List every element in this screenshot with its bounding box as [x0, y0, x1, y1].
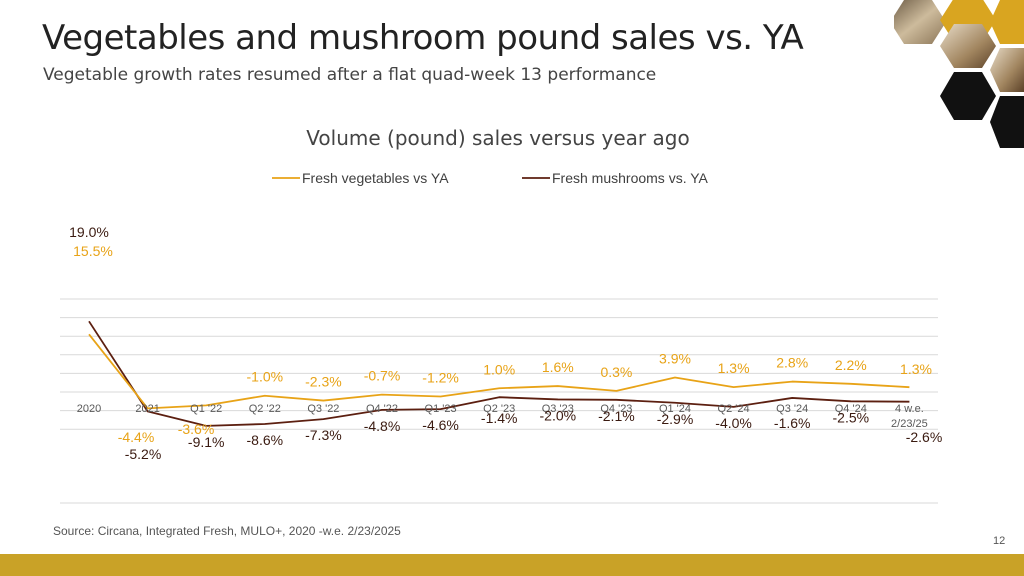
x-tick-label: Q3 '22	[307, 403, 339, 415]
series-line-mushrooms	[88, 320, 910, 427]
x-tick-label: 2021	[135, 403, 159, 415]
hex-tile-photo	[940, 24, 996, 68]
page-number: 12	[993, 535, 1006, 547]
data-label-vegetables: -1.2%	[422, 369, 459, 385]
data-label-vegetables: -3.6%	[178, 421, 215, 437]
hexagon-photo-decoration	[894, 0, 1024, 148]
series-line-vegetables	[88, 333, 910, 410]
x-tick-label: 2/23/25	[891, 418, 928, 430]
legend-label: Fresh vegetables vs YA	[302, 170, 449, 186]
chart-legend: Fresh vegetables vs YA Fresh mushrooms vs…	[272, 170, 709, 186]
data-label-vegetables: 1.6%	[542, 359, 574, 375]
x-tick-label: Q4 '22	[366, 403, 398, 415]
x-tick-label: Q2 '23	[483, 403, 515, 415]
data-label-mushrooms: 19.0%	[69, 224, 109, 240]
gridlines	[60, 298, 938, 504]
data-label-vegetables: -2.3%	[305, 374, 342, 390]
data-label-mushrooms: -1.6%	[774, 415, 811, 431]
series-lines	[88, 320, 910, 427]
data-label-mushrooms: -2.6%	[906, 429, 943, 445]
x-tick-label: Q2 '22	[249, 403, 281, 415]
x-tick-label: Q4 '23	[600, 403, 632, 415]
data-label-mushrooms: -2.5%	[833, 409, 870, 425]
data-label-vegetables: 1.3%	[900, 361, 932, 377]
data-label-vegetables: 2.8%	[776, 355, 808, 371]
x-tick-label: Q2 '24	[718, 403, 750, 415]
hex-tile-photo	[894, 0, 946, 44]
data-label-mushrooms: -2.9%	[657, 411, 694, 427]
data-label-vegetables: -0.7%	[364, 368, 401, 384]
data-label-mushrooms: -7.3%	[305, 427, 342, 443]
hex-tile-gold	[990, 0, 1024, 44]
data-label-mushrooms: -1.4%	[481, 410, 518, 426]
data-label-vegetables: 15.5%	[73, 243, 113, 259]
data-label-vegetables: 3.9%	[659, 350, 691, 366]
page-title: Vegetables and mushroom pound sales vs. …	[42, 18, 804, 58]
x-tick-label: Q1 '23	[425, 403, 457, 415]
x-tick-label: 2020	[77, 403, 101, 415]
hex-tile-photo	[990, 48, 1024, 92]
x-tick-label: 4 w.e.	[895, 403, 924, 415]
data-labels: 15.5% -4.4% -3.6% -1.0% -2.3% -0.7% -1.2% 1.0% 1…	[69, 224, 942, 462]
data-label-vegetables: 0.3%	[600, 364, 632, 380]
legend-label: Fresh mushrooms vs. YA	[552, 170, 709, 186]
data-label-vegetables: -4.4%	[118, 429, 155, 445]
bottom-accent-bar	[0, 554, 1024, 576]
data-label-vegetables: 2.2%	[835, 357, 867, 373]
x-tick-label: Q1 '22	[190, 403, 222, 415]
x-tick-label: Q3 '24	[776, 403, 808, 415]
hex-tile-black	[990, 96, 1024, 148]
x-tick-label: Q4 '24	[835, 403, 867, 415]
data-label-vegetables: 1.3%	[718, 360, 750, 376]
x-tick-label: Q1 '24	[659, 403, 691, 415]
data-label-vegetables: -1.0%	[247, 369, 284, 385]
chart-title: Volume (pound) sales versus year ago	[306, 126, 689, 150]
data-label-mushrooms: -2.1%	[598, 408, 635, 424]
source-note: Source: Circana, Integrated Fresh, MULO+…	[53, 524, 401, 538]
data-label-vegetables: 1.0%	[483, 361, 515, 377]
data-label-mushrooms: -9.1%	[188, 434, 225, 450]
data-label-mushrooms: -4.8%	[364, 418, 401, 434]
page-subtitle: Vegetable growth rates resumed after a f…	[43, 65, 657, 85]
data-label-mushrooms: -4.6%	[422, 417, 459, 433]
x-axis-labels: 2020 2021 Q1 '22 Q2 '22 Q3 '22 Q4 '22 Q1 '23 Q2…	[77, 403, 928, 430]
data-label-mushrooms: -8.6%	[247, 432, 284, 448]
hex-tile-black	[940, 72, 996, 120]
data-label-mushrooms: -5.2%	[125, 446, 162, 462]
x-tick-label: Q3 '23	[542, 403, 574, 415]
data-label-mushrooms: -2.0%	[540, 407, 577, 423]
data-label-mushrooms: -4.0%	[715, 415, 752, 431]
